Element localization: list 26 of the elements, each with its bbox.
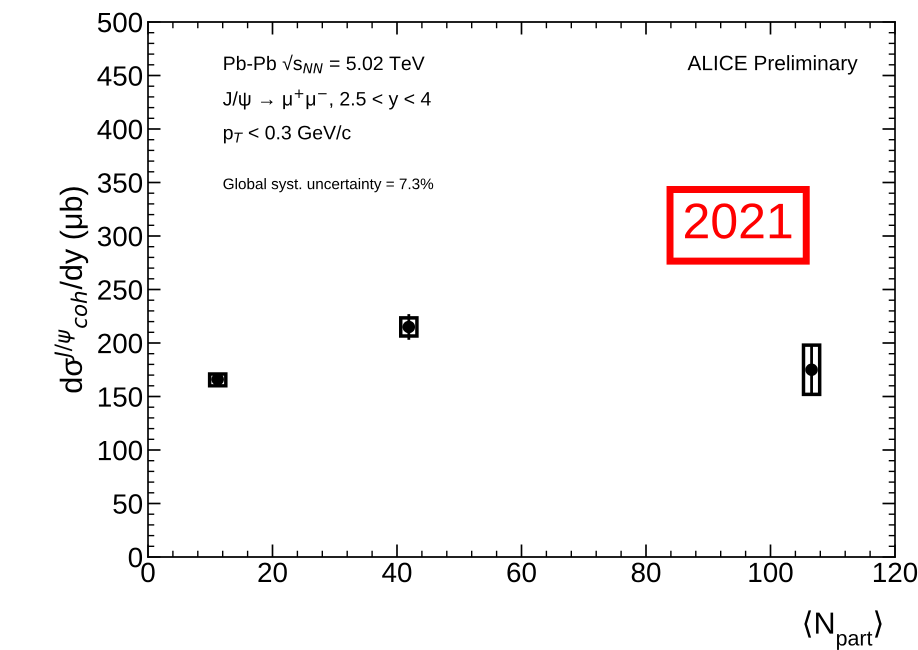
y-tick-label: 150 [98,387,142,407]
y-tick-label: 100 [98,440,142,460]
annotation: Global syst. uncertainty = 7.3% [223,178,434,192]
x-tick-label: 40 [382,562,412,582]
y-tick-label: 50 [113,494,142,514]
x-tick-label: 120 [874,562,918,582]
x-tick-label: 20 [258,562,287,582]
x-tick-label: 100 [749,562,793,582]
y-tick-label: 450 [97,66,142,86]
point [805,364,818,376]
y-tick-label: 0 [128,548,142,568]
y-tick-label: 200 [98,334,142,354]
x-tick-label: 80 [632,562,660,582]
y-tick-label: 500 [98,12,142,32]
annotation: p$_{T}$ < 0.3 GeV/c [224,125,351,144]
y-tick-label: 350 [98,173,142,193]
annotation: Pb-Pb √s$_{NN}$ = 5.02 TeV [224,54,425,74]
annotation: J/ψ → μ$^{+}$μ$^{−}$, 2.5 < y < 4 [223,89,431,110]
x-tick-label: 0 [141,562,155,582]
y-tick-label: 300 [98,226,142,246]
y-axis-title: dσ$^{J/ψ}$$_{coh}$/dy (μb) [54,187,88,392]
annotation: 2021 [685,203,792,239]
y-tick-label: 400 [97,120,142,140]
annotation: ALICE Preliminary [688,55,858,75]
y-tick-label: 250 [98,280,142,300]
x-tick-label: 60 [507,562,536,582]
